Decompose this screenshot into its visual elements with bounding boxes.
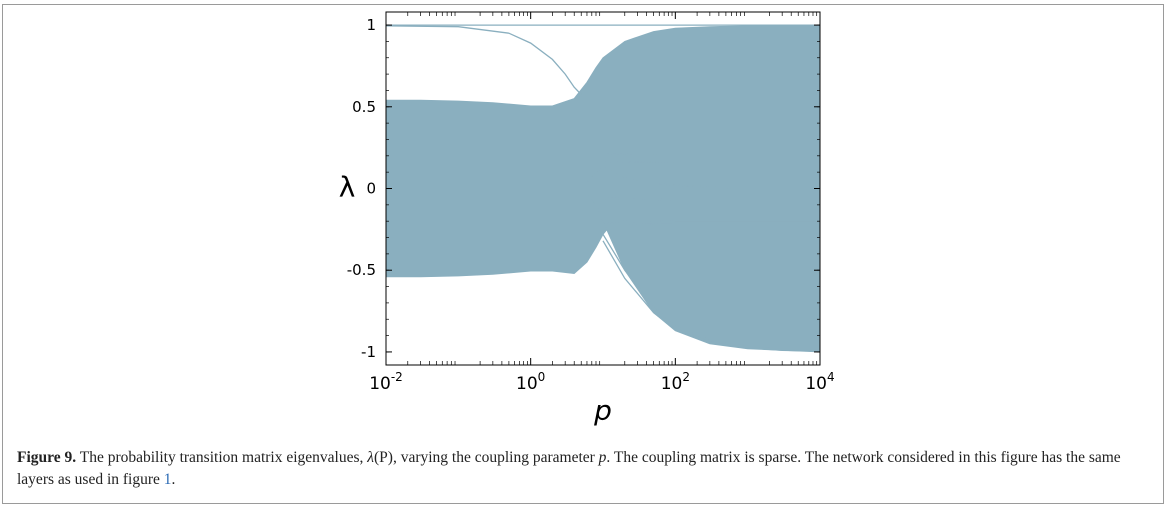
eigenvalue-curve-20 <box>602 240 820 352</box>
y-tick-label: -1 <box>361 343 376 361</box>
eigenvalue-curve-17 <box>602 218 820 222</box>
plot-data-group <box>386 24 820 353</box>
eigenvalue-curve-5 <box>602 160 820 164</box>
caption-text-2: , varying the coupling parameter <box>392 449 599 466</box>
caption-text-4: . <box>171 471 176 488</box>
eigenvalue-band-1 <box>586 166 820 353</box>
caption-text-1: The probability transition matrix eigenv… <box>76 449 368 466</box>
caption-math-symbol: λ <box>367 449 374 466</box>
eigenvalue-curve-1 <box>386 25 582 95</box>
y-tick-label: 1 <box>366 16 376 34</box>
eigenvalue-curve-11 <box>602 197 820 201</box>
eigenvalue-curve-21 <box>602 233 820 351</box>
x-tick-label: 10-2 <box>369 370 403 394</box>
x-axis-label: p <box>593 394 612 427</box>
eigenvalue-curve-18 <box>602 222 820 226</box>
x-tick-label: 104 <box>805 370 834 394</box>
x-tick-label: 100 <box>516 370 545 394</box>
figure-label: Figure 9. <box>17 449 77 466</box>
figure-caption: Figure 9. The probability transition mat… <box>17 447 1147 491</box>
y-tick-label: 0.5 <box>352 98 376 116</box>
y-axis-label: λ <box>339 171 356 204</box>
eigenvalue-curve-3 <box>602 152 820 155</box>
figure-frame: -1 -0.5 0 0.5 1 10-2 100 102 104 p λ Figure 9. The… <box>2 4 1164 504</box>
y-tick-label: 0 <box>366 180 376 198</box>
caption-param: p <box>598 449 607 466</box>
y-tick-label: -0.5 <box>347 261 376 279</box>
figure-reference-link[interactable]: 1 <box>163 471 172 488</box>
caption-text-3: . The coupling matrix is sparse. The net… <box>17 449 1121 488</box>
eigenvalue-chart: -1 -0.5 0 0.5 1 10-2 100 102 104 p λ <box>339 11 835 427</box>
caption-math-arg: (P) <box>373 449 393 466</box>
x-tick-label: 102 <box>661 370 690 394</box>
